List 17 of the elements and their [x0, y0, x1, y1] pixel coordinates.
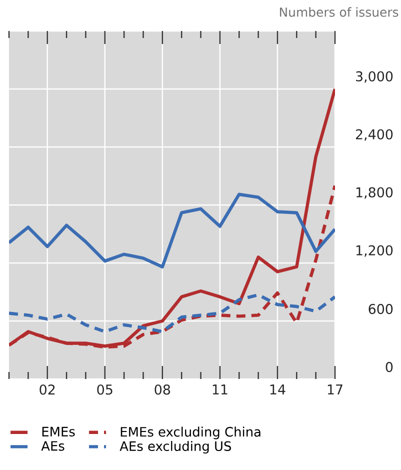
- y-tick-label: 3,000: [356, 71, 393, 83]
- x-tick-label: 17: [328, 384, 342, 394]
- legend-label: EMEs: [42, 426, 75, 437]
- y-tick-label: 1,800: [356, 187, 393, 199]
- y-tick-label: 1,200: [356, 245, 393, 257]
- x-tick-label: 08: [154, 384, 170, 395]
- y-tick-label: 2,400: [356, 129, 393, 141]
- x-tick-label: 14: [270, 384, 286, 394]
- x-tick-label: 11: [212, 384, 228, 394]
- legend-label: AEs: [41, 441, 64, 451]
- legend-label: EMEs excluding China: [120, 426, 260, 440]
- x-tick-label: 02: [40, 384, 55, 395]
- y-tick-label: 600: [368, 304, 393, 314]
- legend-label: AEs excluding US: [120, 440, 231, 454]
- x-tick-label: 05: [97, 384, 112, 395]
- chart-title: Numbers of issuers: [280, 7, 398, 17]
- y-tick-label: 0: [386, 362, 393, 372]
